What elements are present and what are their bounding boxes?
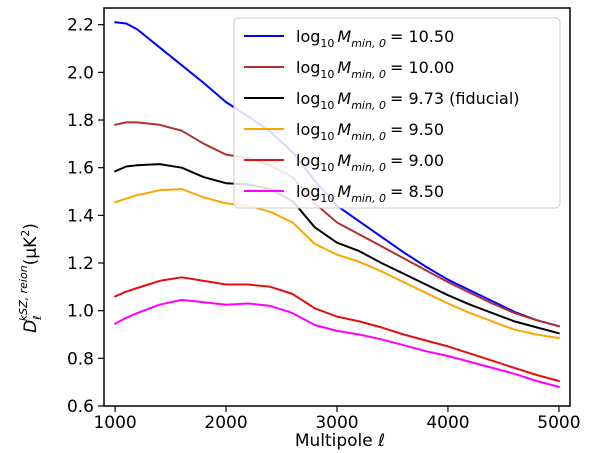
legend-label: log10 Mmin, 0 = 9.50 (296, 120, 444, 143)
y-axis-label: DℓkSZ, reion(μK2) (17, 223, 44, 333)
legend-entry-4: log10 Mmin, 0 = 9.00 (244, 151, 444, 174)
y-tick-label: 1.0 (67, 302, 94, 322)
y-axis-label-text: DℓkSZ, reion(μK2) (17, 223, 44, 333)
y-tick-label: 1.4 (67, 206, 94, 226)
x-tick-label: 4000 (426, 413, 469, 433)
y-tick-label: 2.2 (67, 16, 94, 36)
legend: log10 Mmin, 0 = 10.50 log10 Mmin, 0 = 10.00 lo… (233, 17, 561, 209)
legend-entry-1: log10 Mmin, 0 = 10.00 (244, 58, 454, 81)
legend-entry-3: log10 Mmin, 0 = 9.50 (244, 120, 444, 143)
y-tick-label: 0.8 (67, 349, 94, 369)
y-tick-label: 1.8 (67, 111, 94, 131)
y-tick-label: 0.6 (67, 397, 94, 417)
legend-label: log10 Mmin, 0 = 10.00 (296, 58, 454, 81)
legend-label: log10 Mmin, 0 = 8.50 (296, 182, 444, 205)
x-tick-label: 5000 (537, 413, 580, 433)
legend-label: log10 Mmin, 0 = 9.73 (fiducial) (296, 89, 520, 112)
series-line-5 (114, 298, 560, 388)
legend-label: log10 Mmin, 0 = 10.50 (296, 27, 454, 50)
x-tick-label: 3000 (315, 413, 358, 433)
x-tick-label: 2000 (204, 413, 247, 433)
series-line-3 (114, 188, 560, 340)
y-tick-label: 1.6 (67, 159, 94, 179)
plot-area (114, 21, 560, 388)
legend-box (233, 17, 561, 209)
x-axis-label: Multipole ℓ (295, 431, 385, 451)
legend-entry-0: log10 Mmin, 0 = 10.50 (244, 27, 454, 50)
legend-entry-2: log10 Mmin, 0 = 9.73 (fiducial) (244, 89, 520, 112)
axes: 1000 2000 3000 4000 5000 0.6 0.8 1.0 1.2 1.4 1.6 1.… (67, 7, 581, 433)
y-tick-label: 2.0 (67, 63, 94, 83)
series-line-4 (114, 276, 560, 382)
x-tick-label: 1000 (93, 413, 136, 433)
y-tick-label: 1.2 (67, 254, 94, 274)
series-line-2 (114, 163, 560, 335)
legend-label: log10 Mmin, 0 = 9.00 (296, 151, 444, 174)
legend-entry-5: log10 Mmin, 0 = 8.50 (244, 182, 444, 205)
series-line-1 (114, 121, 560, 328)
